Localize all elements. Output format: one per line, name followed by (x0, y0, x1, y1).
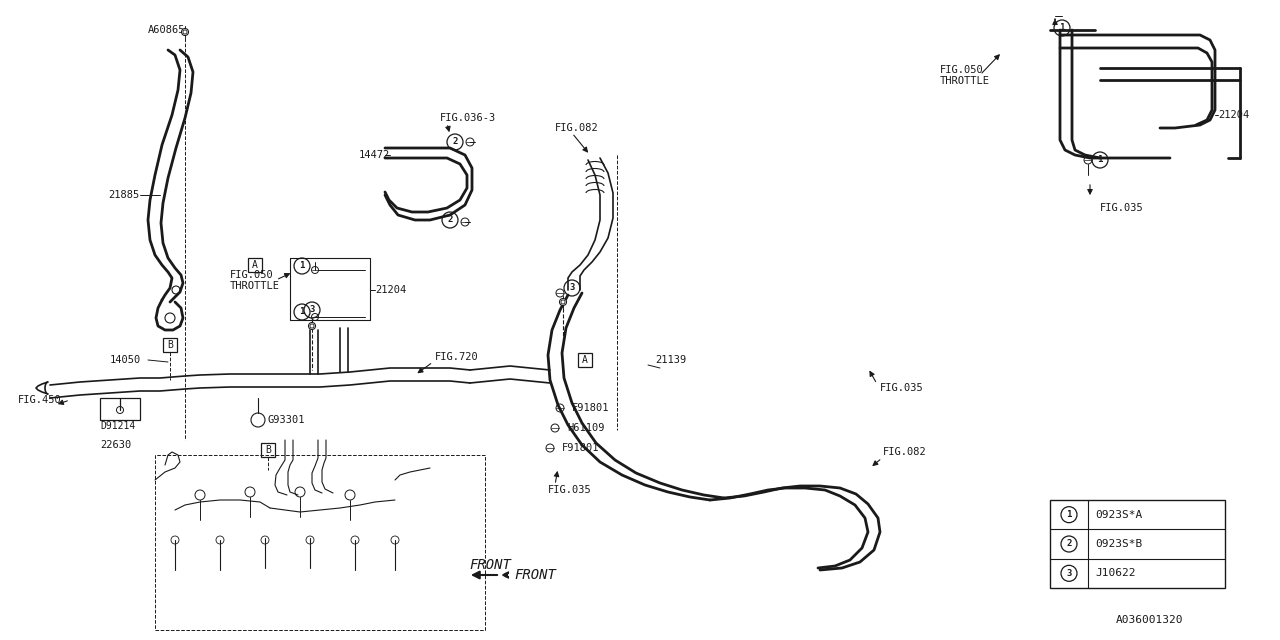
Text: FRONT: FRONT (503, 568, 556, 582)
Text: 14472: 14472 (358, 150, 390, 160)
Text: 2: 2 (452, 138, 458, 147)
Text: 1: 1 (300, 262, 305, 271)
Bar (579, 353, 591, 367)
Text: 3: 3 (310, 305, 315, 314)
Text: B: B (265, 445, 271, 455)
Text: F91801: F91801 (572, 403, 609, 413)
Text: 3: 3 (1066, 569, 1071, 578)
Text: 2: 2 (1066, 540, 1071, 548)
Text: A: A (252, 260, 259, 270)
Text: J10622: J10622 (1094, 568, 1135, 579)
Text: A: A (582, 355, 588, 365)
Text: FRONT: FRONT (468, 558, 511, 572)
Text: FIG.036-3: FIG.036-3 (440, 113, 497, 123)
Text: B: B (168, 340, 173, 350)
Bar (1050, 500, 1225, 588)
Circle shape (182, 29, 188, 35)
Bar (261, 443, 275, 457)
Text: THROTTLE: THROTTLE (230, 281, 280, 291)
Text: 0923S*B: 0923S*B (1094, 539, 1142, 549)
Text: 1: 1 (1060, 24, 1065, 33)
Text: A60865: A60865 (148, 25, 186, 35)
Text: G93301: G93301 (268, 415, 306, 425)
Bar (155, 455, 485, 630)
Text: 1: 1 (1097, 156, 1102, 164)
Bar (100, 398, 140, 420)
Circle shape (308, 323, 315, 330)
Text: D91214: D91214 (100, 421, 136, 431)
Text: 21139: 21139 (655, 355, 686, 365)
Text: FIG.450: FIG.450 (18, 395, 61, 405)
Text: 21204: 21204 (375, 285, 406, 295)
Bar (248, 258, 262, 272)
Text: 21885: 21885 (108, 190, 140, 200)
Text: A036001320: A036001320 (1116, 615, 1184, 625)
Text: 21204: 21204 (1219, 110, 1249, 120)
Text: FIG.082: FIG.082 (556, 123, 599, 133)
Text: 3: 3 (570, 284, 575, 292)
Text: 1: 1 (1066, 510, 1071, 519)
Text: F91801: F91801 (562, 443, 599, 453)
Text: FIG.035: FIG.035 (548, 485, 591, 495)
Text: 14050: 14050 (110, 355, 141, 365)
Text: FIG.035: FIG.035 (1100, 203, 1144, 213)
Text: FIG.035: FIG.035 (881, 383, 924, 393)
Text: 0923S*A: 0923S*A (1094, 509, 1142, 520)
Text: 2: 2 (447, 216, 453, 225)
Text: FIG.050: FIG.050 (940, 65, 984, 75)
Circle shape (559, 298, 567, 305)
Text: FIG.050: FIG.050 (230, 270, 274, 280)
Text: THROTTLE: THROTTLE (940, 76, 989, 86)
Text: FIG.082: FIG.082 (883, 447, 927, 457)
Bar (163, 338, 177, 352)
Text: FIG.720: FIG.720 (435, 352, 479, 362)
Text: 1: 1 (300, 307, 305, 317)
Text: 22630: 22630 (100, 440, 132, 450)
Text: H61109: H61109 (567, 423, 604, 433)
